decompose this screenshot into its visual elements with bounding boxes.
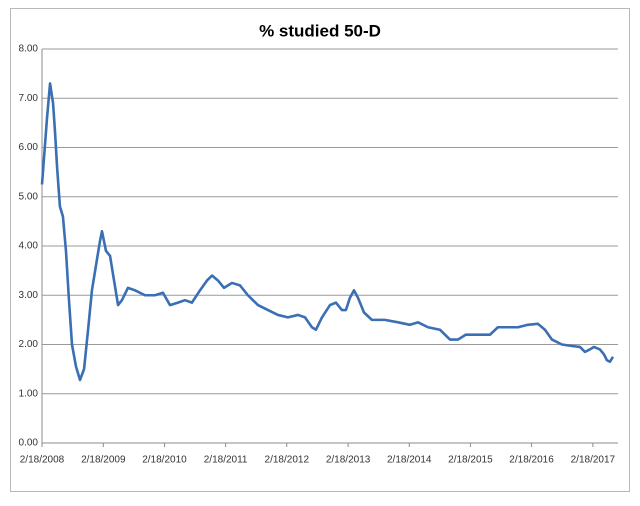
chart-frame xyxy=(10,8,630,492)
y-tick-label: 5.00 xyxy=(19,191,39,202)
x-tick-label: 2/18/2013 xyxy=(326,455,371,466)
x-tick-label: 2/18/2010 xyxy=(142,455,187,466)
x-tick-label: 2/18/2016 xyxy=(509,455,554,466)
y-tick-label: 4.00 xyxy=(19,241,39,252)
y-tick-label: 2.00 xyxy=(19,339,39,350)
x-tick-label: 2/18/2009 xyxy=(81,455,126,466)
y-tick-label: 7.00 xyxy=(19,93,39,104)
chart-title: % studied 50-D xyxy=(259,21,381,40)
y-tick-label: 8.00 xyxy=(19,44,39,55)
y-tick-label: 1.00 xyxy=(19,388,39,399)
y-tick-label: 6.00 xyxy=(19,142,39,153)
y-tick-label: 3.00 xyxy=(19,290,39,301)
x-tick-label: 2/18/2008 xyxy=(20,455,65,466)
x-tick-label: 2/18/2014 xyxy=(387,455,432,466)
x-tick-label: 2/18/2017 xyxy=(571,455,616,466)
y-tick-label: 0.00 xyxy=(19,438,39,449)
data-line xyxy=(40,82,615,382)
x-tick-label: 2/18/2011 xyxy=(204,455,248,466)
x-tick-label: 2/18/2012 xyxy=(265,455,310,466)
x-tick-label: 2/18/2015 xyxy=(448,455,493,466)
